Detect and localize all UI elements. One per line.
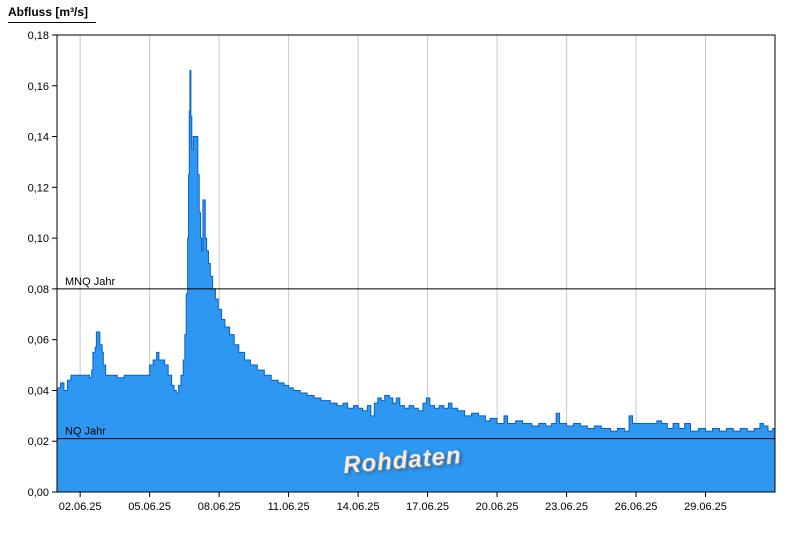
y-axis-title: Abfluss [m³/s]	[8, 5, 97, 23]
y-axis-tick-label: 0,18	[28, 30, 49, 42]
reference-line-label: NQ Jahr	[65, 426, 106, 438]
y-axis-tick-label: 0,16	[28, 81, 49, 93]
x-axis-tick-label: 14.06.25	[337, 501, 380, 513]
plot-border	[56, 34, 776, 493]
x-axis-tick-label: 08.06.25	[198, 501, 241, 513]
y-axis-tick-label: 0,14	[28, 132, 49, 144]
y-axis-tick-label: 0,00	[28, 487, 49, 499]
y-axis-tick-label: 0,08	[28, 284, 49, 296]
y-axis-tick-label: 0,10	[28, 233, 49, 245]
y-axis-tick-label: 0,06	[28, 335, 49, 347]
y-axis-tick-label: 0,04	[28, 385, 49, 397]
x-axis-tick-label: 11.06.25	[268, 501, 310, 513]
discharge-line	[57, 70, 775, 432]
reference-line-label: MNQ Jahr	[65, 276, 115, 288]
x-axis-tick-label: 02.06.25	[59, 501, 102, 513]
x-axis-tick-label: 23.06.25	[545, 501, 588, 513]
x-axis-tick-label: 26.06.25	[615, 501, 658, 513]
x-axis-tick-label: 20.06.25	[476, 501, 519, 513]
discharge-area	[57, 70, 775, 493]
x-axis-tick-label: 17.06.25	[406, 501, 449, 513]
y-axis-tick-label: 0,02	[28, 436, 49, 448]
x-axis-tick-label: 29.06.25	[684, 501, 727, 513]
y-axis-tick-label: 0,12	[28, 182, 49, 194]
x-axis-tick-label: 05.06.25	[128, 501, 171, 513]
